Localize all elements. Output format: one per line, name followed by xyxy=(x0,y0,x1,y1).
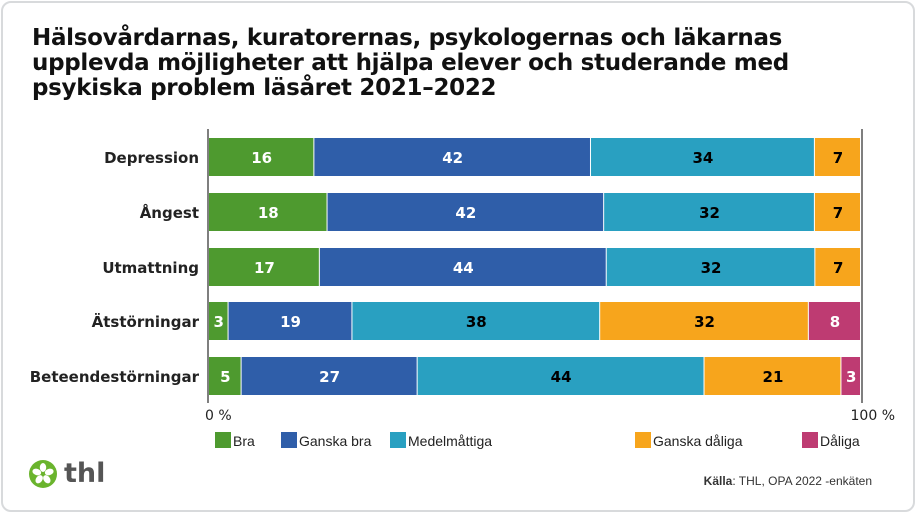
category-label: Depression xyxy=(104,149,199,167)
flower-icon xyxy=(29,459,57,488)
chart-title: Hälsovårdarnas, kuratorernas, psykologer… xyxy=(32,25,789,101)
data-label: 44 xyxy=(453,259,474,277)
legend-label: Ganska bra xyxy=(299,433,372,449)
data-label: 32 xyxy=(694,313,715,331)
data-label: 7 xyxy=(833,259,843,277)
bar-segment xyxy=(209,248,319,286)
bar-segment xyxy=(604,193,814,231)
legend-swatch xyxy=(635,432,651,448)
data-label: 3 xyxy=(214,313,224,331)
data-label: 18 xyxy=(258,204,279,222)
data-label: 3 xyxy=(846,368,856,386)
category-label: Ätstörningar xyxy=(92,312,200,331)
tick-label: 0 % xyxy=(205,408,232,424)
data-label: 17 xyxy=(254,259,275,277)
bar-segment xyxy=(417,357,704,395)
bar-segment xyxy=(704,357,841,395)
bar-segment xyxy=(600,302,808,340)
legend-swatch xyxy=(215,432,231,448)
bar-segment xyxy=(590,138,814,176)
data-label: 7 xyxy=(833,149,843,167)
bar-segment xyxy=(841,357,860,395)
data-label: 21 xyxy=(763,368,784,386)
bar-segment xyxy=(209,302,228,340)
legend-label: Medelmåttiga xyxy=(408,433,492,449)
legend-label: Ganska dåliga xyxy=(653,433,743,449)
bar-segment xyxy=(327,193,604,231)
legend-swatch xyxy=(802,432,818,448)
bar-segment xyxy=(209,357,241,395)
bar-segment xyxy=(352,302,600,340)
bar-segment xyxy=(814,193,860,231)
data-label: 44 xyxy=(551,368,572,386)
category-label: Ångest xyxy=(140,203,199,222)
source-note: Källa: THL, OPA 2022 -enkäten xyxy=(704,474,872,488)
tick-label: 100 % xyxy=(851,408,895,424)
data-label: 34 xyxy=(693,149,714,167)
data-label: 42 xyxy=(455,204,476,222)
category-label: Utmattning xyxy=(102,259,199,277)
data-label: 16 xyxy=(251,149,272,167)
data-label: 42 xyxy=(442,149,463,167)
data-label: 32 xyxy=(699,204,720,222)
data-label: 8 xyxy=(830,313,840,331)
data-label: 19 xyxy=(280,313,301,331)
bar-segment xyxy=(814,138,860,176)
legend-swatch xyxy=(281,432,297,448)
bar-segment xyxy=(228,302,352,340)
bar-segment xyxy=(314,138,590,176)
bar-segment xyxy=(808,302,860,340)
data-label: 7 xyxy=(833,204,843,222)
bar-segment xyxy=(815,248,860,286)
bar-segment xyxy=(319,248,606,286)
logo-text: thl xyxy=(64,458,106,489)
source-text: : THL, OPA 2022 -enkäten xyxy=(732,474,872,488)
thl-logo: thl xyxy=(28,458,105,489)
data-label: 5 xyxy=(220,368,230,386)
bar-segment xyxy=(209,193,327,231)
data-label: 32 xyxy=(701,259,722,277)
data-label: 38 xyxy=(466,313,487,331)
data-label: 27 xyxy=(319,368,340,386)
bar-segment xyxy=(209,138,314,176)
legend-swatch xyxy=(390,432,406,448)
legend-label: Bra xyxy=(233,433,255,449)
category-label: Beteendestörningar xyxy=(30,368,200,386)
legend-label: Dåliga xyxy=(820,433,860,449)
bar-segment xyxy=(606,248,815,286)
bar-segment xyxy=(241,357,417,395)
source-label: Källa xyxy=(703,474,733,488)
